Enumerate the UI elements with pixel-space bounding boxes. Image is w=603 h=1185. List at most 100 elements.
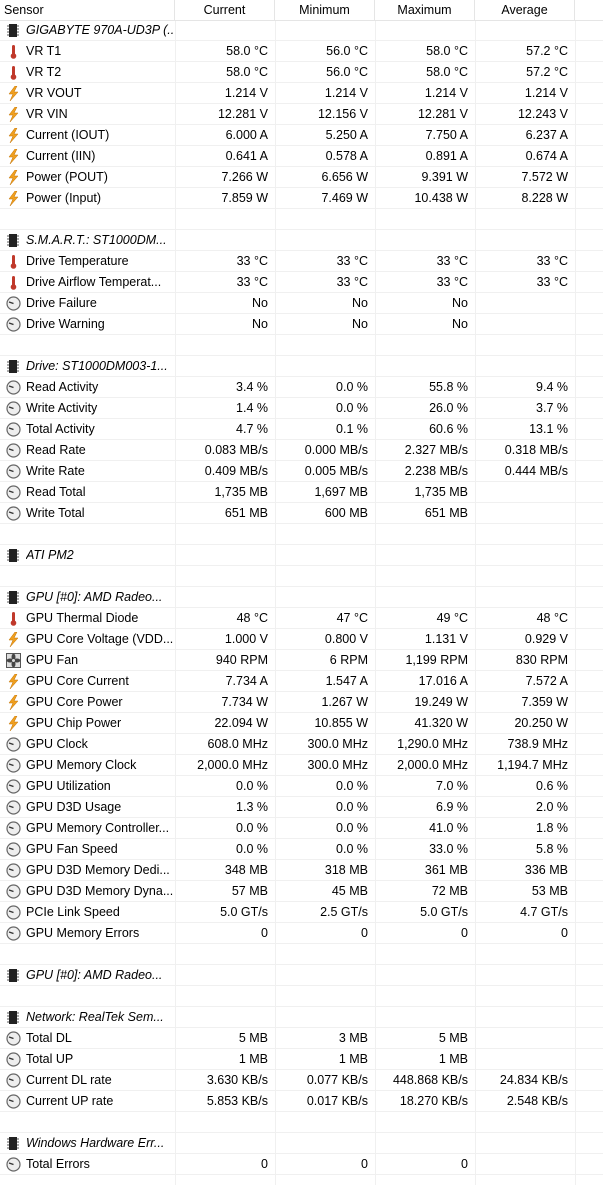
chip-icon [7, 360, 19, 373]
sensor-value: 8.228 W [521, 191, 568, 205]
sensor-value: 5.8 % [536, 842, 568, 856]
sensor-row: Current (IIN) 0.641 A 0.578 A 0.891 A 0.674 … [0, 146, 603, 167]
voltage-icon [8, 716, 19, 731]
sensor-value: 336 MB [524, 863, 568, 877]
sensor-value: 6.237 A [525, 128, 568, 142]
sensor-value: 0.0 % [336, 401, 368, 415]
group-row: S.M.A.R.T.: ST1000DM... [0, 230, 603, 251]
sensor-name: GPU D3D Usage [26, 800, 122, 814]
group-row: GIGABYTE 970A-UD3P (... [0, 20, 603, 41]
sensor-value: 4.7 % [236, 422, 268, 436]
sensor-row: GPU D3D Memory Dyna... 57 MB 45 MB 72 MB 53 … [0, 881, 603, 902]
sensor-value: 4.7 GT/s [520, 905, 568, 919]
sensor-name: Write Activity [26, 401, 98, 415]
sensor-value: 448.868 KB/s [392, 1073, 468, 1087]
gauge-icon [6, 779, 21, 794]
sensor-name: GPU Clock [26, 737, 88, 751]
sensor-name: Read Total [26, 485, 86, 499]
sensor-row: Power (Input) 7.859 W 7.469 W 10.438 W 8.228… [0, 188, 603, 209]
sensor-value: 940 RPM [215, 653, 268, 667]
sensor-value: 49 °C [436, 611, 468, 625]
sensor-row: Write Total 651 MB 600 MB 651 MB [0, 503, 603, 524]
sensor-row: Write Rate 0.409 MB/s 0.005 MB/s 2.238 MB/s… [0, 461, 603, 482]
sensor-value: 33 °C [436, 254, 468, 268]
group-title: Network: RealTek Sem... [26, 1010, 164, 1024]
sensor-row: VR T1 58.0 °C 56.0 °C 58.0 °C 57.2 °C [0, 41, 603, 62]
group-row: Network: RealTek Sem... [0, 1007, 603, 1028]
sensor-value: 1,199 RPM [405, 653, 468, 667]
gauge-icon [6, 758, 21, 773]
sensor-row: Current UP rate 5.853 KB/s 0.017 KB/s 18.27… [0, 1091, 603, 1112]
sensor-value: 0 [361, 1157, 368, 1171]
sensor-value: 9.391 W [421, 170, 468, 184]
sensor-name: GPU Fan Speed [26, 842, 118, 856]
sensor-value: 7.266 W [221, 170, 268, 184]
gauge-icon [6, 1052, 21, 1067]
sensor-value: 1.214 V [424, 86, 468, 100]
sensor-row: GPU Core Voltage (VDD... 1.000 V 0.800 V 1.… [0, 629, 603, 650]
sensor-value: 1.131 V [424, 632, 468, 646]
sensor-name: VR T2 [26, 65, 62, 79]
sensor-name: PCIe Link Speed [26, 905, 120, 919]
sensor-name: GPU Core Current [26, 674, 129, 688]
gauge-icon [6, 884, 21, 899]
sensor-value: 33.0 % [429, 842, 468, 856]
sensor-value: 6.656 W [321, 170, 368, 184]
sensor-value: 1 MB [338, 1052, 368, 1066]
group-title: GIGABYTE 970A-UD3P (... [26, 23, 174, 37]
gauge-icon [6, 926, 21, 941]
sensor-value: 0.0 % [336, 779, 368, 793]
gauge-icon [6, 1094, 21, 1109]
gauge-icon [6, 737, 21, 752]
temperature-icon [10, 255, 17, 269]
sensor-value: 2.0 % [536, 800, 568, 814]
sensor-value: 651 MB [424, 506, 468, 520]
sensor-row: Power (POUT) 7.266 W 6.656 W 9.391 W 7.572 W [0, 167, 603, 188]
sensor-value: 0.6 % [536, 779, 568, 793]
sensor-value: 830 RPM [515, 653, 568, 667]
gauge-icon [6, 401, 21, 416]
sensor-value: 48 °C [236, 611, 268, 625]
sensor-name: Current DL rate [26, 1073, 112, 1087]
sensor-name: Drive Failure [26, 296, 97, 310]
sensor-value: 10.438 W [414, 191, 468, 205]
sensor-value: 33 °C [536, 275, 568, 289]
sensor-value: 22.094 W [214, 716, 268, 730]
sensor-name: Total DL [26, 1031, 72, 1045]
sensor-value: 33 °C [536, 254, 568, 268]
sensor-value: 0.444 MB/s [504, 464, 568, 478]
column-divider [575, 20, 576, 1185]
sensor-value: 1 MB [438, 1052, 468, 1066]
sensor-value: 2.5 GT/s [320, 905, 368, 919]
sensor-value: 53 MB [531, 884, 568, 898]
sensor-value: 58.0 °C [426, 44, 468, 58]
sensor-value: 7.469 W [321, 191, 368, 205]
chip-icon [7, 234, 19, 247]
sensor-name: Power (Input) [26, 191, 102, 205]
temperature-icon [10, 276, 17, 290]
sensor-value: 55.8 % [429, 380, 468, 394]
sensor-name: GPU Chip Power [26, 716, 122, 730]
sensor-value: 0 [361, 926, 368, 940]
sensor-row: GPU Core Power 7.734 W 1.267 W 19.249 W 7.35… [0, 692, 603, 713]
sensor-value: 1.4 % [236, 401, 268, 415]
sensor-row: Total DL 5 MB 3 MB 5 MB [0, 1028, 603, 1049]
sensor-value: 56.0 °C [326, 65, 368, 79]
sensor-value: 1.8 % [536, 821, 568, 835]
sensor-value: 5.250 A [325, 128, 368, 142]
column-divider [175, 20, 176, 1185]
group-row: GPU [#0]: AMD Radeo... [0, 587, 603, 608]
group-row: ATI PM2 [0, 545, 603, 566]
sensor-name: GPU Memory Clock [26, 758, 137, 772]
sensor-row: VR VIN 12.281 V 12.156 V 12.281 V 12.243 V [0, 104, 603, 125]
sensor-value: 5.0 GT/s [420, 905, 468, 919]
sensor-value: 41.320 W [414, 716, 468, 730]
sensor-value: 13.1 % [529, 422, 568, 436]
chip-icon [7, 1011, 19, 1024]
sensor-name: GPU D3D Memory Dedi... [26, 863, 170, 877]
sensor-value: 1,194.7 MHz [497, 758, 568, 772]
gauge-icon [6, 1157, 21, 1172]
sensor-value: No [352, 317, 368, 331]
sensor-value: 0.641 A [225, 149, 268, 163]
sensor-name: GPU Utilization [26, 779, 111, 793]
